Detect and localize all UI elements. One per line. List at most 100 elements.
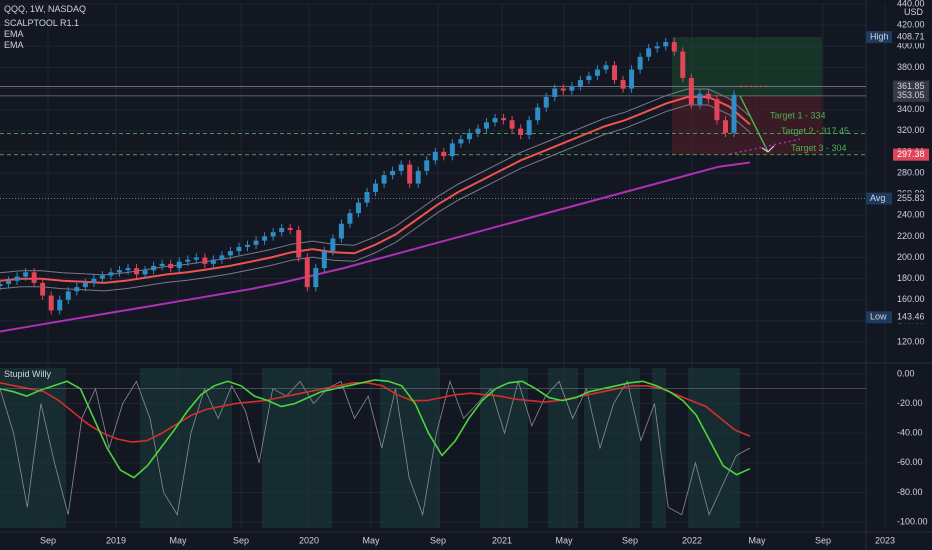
osc-tick-label: 0.00 [897,368,915,378]
candle [560,88,566,91]
candle [458,139,464,144]
osc-tick-label: -80.00 [897,487,923,497]
candle [287,227,293,231]
price-label: 353.05 [897,90,925,100]
price-tick-label: 340.00 [897,104,925,114]
price-tick-label: 320.00 [897,125,925,135]
candle [227,251,233,256]
price-tag-box [866,192,892,205]
price-tick-label: 400.00 [897,41,925,51]
candle [731,94,737,133]
candle [134,268,140,275]
price-label: 361.85 [897,81,925,91]
ema-fast-line [0,96,751,284]
candle [176,261,182,269]
price-tag-box [866,311,892,324]
price-tick-label: 200.00 [897,252,925,262]
currency-label: USD [904,7,924,17]
candle [74,287,80,292]
candle [142,270,148,275]
candle [663,42,669,47]
price-tag-box [866,31,892,44]
target-label: Target 2 - 317.45 [781,126,849,136]
indicator-ema-2[interactable]: EMA [4,40,24,50]
candle [40,282,46,296]
time-tick-label: 2022 [682,535,702,545]
indicator-scalptool[interactable]: SCALPTOOL R1.1 [4,18,80,28]
osc-tick-label: -20.00 [897,398,923,408]
candle [415,170,421,184]
price-label: 255.83 [897,193,925,203]
candle [680,51,686,78]
price-label-box [893,80,929,93]
price-label-box [893,148,929,161]
candle [253,240,259,245]
indicator-ema-1[interactable]: EMA [4,29,24,39]
price-tick-label: 440.00 [897,0,925,8]
time-tick-label: Sep [40,535,56,545]
candle [509,120,515,129]
price-tick-label: 380.00 [897,62,925,72]
candle [330,238,336,252]
ema-upper-band [0,88,751,276]
osc-gray-line [0,379,751,517]
candle [185,259,191,262]
ema-slow-line [0,161,751,333]
candle [245,244,251,247]
price-tick-label: 180.00 [897,273,925,283]
osc-green-line [0,379,751,479]
price-label-box [893,31,929,44]
candle [646,48,652,57]
osc-zone [0,368,66,528]
osc-tick-label: -40.00 [897,428,923,438]
candle [705,93,711,100]
price-label-box [893,192,929,205]
candle [270,232,276,237]
candle [586,75,592,81]
candle [629,69,635,89]
price-tick-label: 420.00 [897,20,925,30]
candle [279,227,285,233]
candle [688,77,694,105]
symbol-title: QQQ, 1W, NASDAQ [4,4,87,14]
candle [364,192,370,203]
osc-zone [652,368,666,528]
time-tick-label: 2020 [299,535,319,545]
candle [151,265,157,271]
price-tick-label: 220.00 [897,231,925,241]
candle [526,120,532,135]
candle [210,259,216,264]
osc-zone [548,368,578,528]
time-tick-label: Sep [430,535,446,545]
candle [159,263,165,266]
candle [321,251,327,269]
price-tick-label: 240.00 [897,210,925,220]
candle [518,128,524,135]
osc-red-line [0,381,751,443]
candle [236,246,242,252]
time-tick-label: 2021 [492,535,512,545]
candle [603,65,609,70]
price-label: 297.38 [897,149,925,159]
candle [441,151,447,157]
candle [612,65,618,81]
candle [193,257,199,260]
target-label: Target 1 - 334 [770,110,826,120]
candle [6,280,12,284]
candle [91,278,97,283]
candle [390,170,396,176]
candle [304,257,310,288]
candle [697,93,703,105]
target-label: Target 3 - 304 [791,143,847,153]
candle [14,276,20,281]
osc-zone [480,368,528,528]
candle [82,282,88,288]
time-tick-label: May [169,535,187,545]
candle [552,88,558,97]
candle [398,164,404,171]
candle [99,275,105,279]
oscillator-title[interactable]: Stupid Willy [4,369,52,379]
candle [620,80,626,89]
candle [125,268,131,271]
